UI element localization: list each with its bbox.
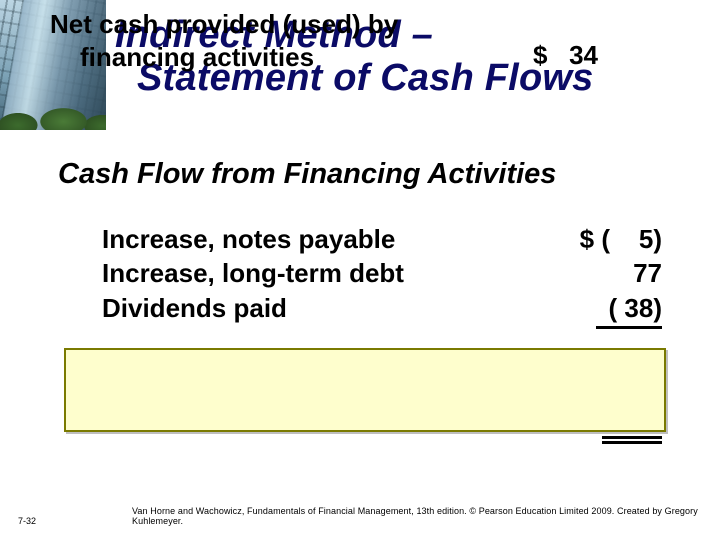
total-double-rule [602,436,662,444]
net-label-line-1: Net cash provided (used) by [50,9,398,39]
page-number: 7-32 [18,516,36,526]
slide: Indirect Method – Statement of Cash Flow… [0,0,720,540]
line-item-label: Increase, notes payable [102,222,552,256]
foliage-graphic [0,100,106,130]
net-highlight-box [64,348,666,432]
line-item-value: $ ( 5) [552,222,662,256]
net-row: Net cash provided (used) by financing ac… [50,8,598,73]
line-item: Increase, notes payable $ ( 5) [102,222,662,256]
line-item: Dividends paid ( 38) [102,291,662,325]
line-item: Increase, long-term debt 77 [102,256,662,290]
net-label-line-2: financing activities [50,41,598,74]
net-value: $ 34 [533,40,598,71]
line-item-value: ( 38) [552,291,662,325]
line-item-label: Dividends paid [102,291,552,325]
net-label: Net cash provided (used) by financing ac… [50,8,598,73]
subtotal-rule [596,326,662,329]
section-heading: Cash Flow from Financing Activities [58,158,556,191]
footer-citation: Van Horne and Wachowicz, Fundamentals of… [132,506,702,526]
line-item-label: Increase, long-term debt [102,256,552,290]
line-item-value: 77 [552,256,662,290]
line-items: Increase, notes payable $ ( 5) Increase,… [102,222,662,325]
